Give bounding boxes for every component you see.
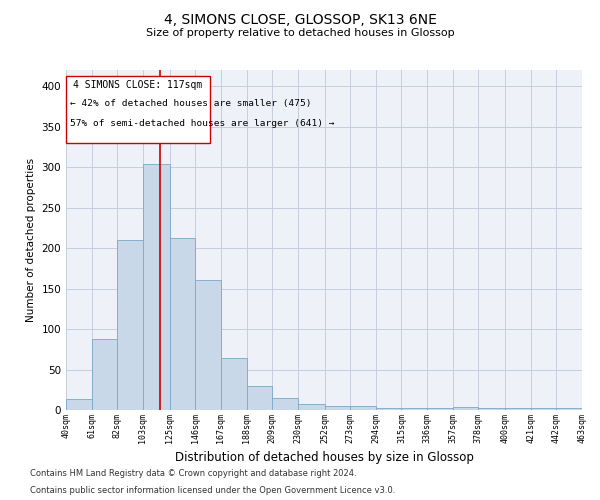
Text: 57% of semi-detached houses are larger (641) →: 57% of semi-detached houses are larger (… — [70, 119, 334, 128]
Bar — [92, 339, 117, 410]
Bar — [427, 408, 452, 410]
Bar — [272, 398, 298, 410]
Bar — [221, 358, 247, 410]
Y-axis label: Number of detached properties: Number of detached properties — [26, 158, 36, 322]
Bar — [350, 406, 376, 410]
Bar — [556, 408, 582, 410]
Bar — [247, 386, 272, 410]
Bar — [376, 408, 401, 410]
Bar — [170, 238, 196, 410]
Text: Contains HM Land Registry data © Crown copyright and database right 2024.: Contains HM Land Registry data © Crown c… — [30, 468, 356, 477]
Bar — [478, 408, 505, 410]
Text: Size of property relative to detached houses in Glossop: Size of property relative to detached ho… — [146, 28, 454, 38]
Text: 4 SIMONS CLOSE: 117sqm: 4 SIMONS CLOSE: 117sqm — [73, 80, 203, 90]
Bar — [117, 240, 143, 410]
Bar — [196, 280, 221, 410]
Bar — [505, 408, 531, 410]
Bar — [66, 76, 210, 143]
Text: ← 42% of detached houses are smaller (475): ← 42% of detached houses are smaller (47… — [70, 99, 311, 108]
Bar — [452, 407, 478, 410]
Text: Contains public sector information licensed under the Open Government Licence v3: Contains public sector information licen… — [30, 486, 395, 495]
Bar — [325, 406, 350, 410]
Text: 4, SIMONS CLOSE, GLOSSOP, SK13 6NE: 4, SIMONS CLOSE, GLOSSOP, SK13 6NE — [164, 12, 436, 26]
Bar — [401, 408, 427, 410]
Bar — [66, 398, 92, 410]
Bar — [531, 408, 556, 410]
Bar — [298, 404, 325, 410]
Bar — [143, 164, 170, 410]
X-axis label: Distribution of detached houses by size in Glossop: Distribution of detached houses by size … — [175, 451, 473, 464]
